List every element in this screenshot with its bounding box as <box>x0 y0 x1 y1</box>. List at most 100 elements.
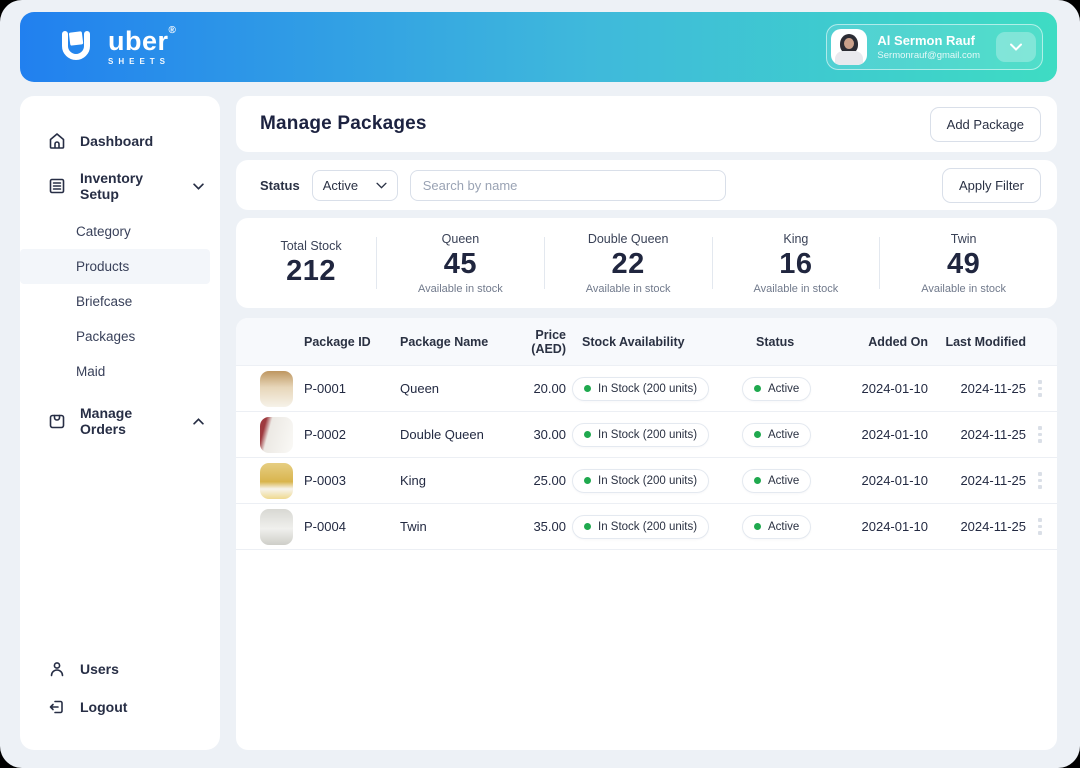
sidebar-item-category[interactable]: Category <box>76 224 131 239</box>
sidebar-item-briefcase[interactable]: Briefcase <box>76 294 133 309</box>
stat-label: Double Queen <box>587 231 669 246</box>
cell-status: Active <box>742 376 828 401</box>
chevron-down-icon <box>193 182 204 190</box>
sidebar-item-inventory-setup[interactable]: Inventory Setup <box>20 160 220 212</box>
column-header-package-id: Package ID <box>304 334 371 349</box>
status-badge: Active <box>742 468 812 493</box>
stat-twin: Twin 49 Available in stock <box>880 232 1047 295</box>
status-badge: Active <box>742 514 812 539</box>
page-title: Manage Packages <box>260 113 427 134</box>
table-row[interactable]: P-0003 King 25.00 In Stock (200 units) A… <box>236 458 1057 504</box>
stat-sublabel: Available in stock <box>921 282 1007 295</box>
stat-divider <box>376 237 378 289</box>
brand-text: uber® SHEETS <box>108 25 177 66</box>
stat-value: 22 <box>611 247 645 280</box>
sidebar-nav: Dashboard Inventory Setup Category Produ… <box>20 96 220 750</box>
cell-package-name: Queen <box>400 381 440 396</box>
stat-value: 45 <box>443 247 478 280</box>
column-header-status: Status <box>756 334 795 349</box>
row-actions-menu-button[interactable] <box>1032 466 1048 495</box>
cell-stock: In Stock (200 units) <box>572 468 742 493</box>
green-dot-icon <box>584 385 591 392</box>
green-dot-icon <box>754 431 761 438</box>
stat-king: King 16 Available in stock <box>713 232 880 295</box>
cell-last-modified: 2024-11-25 <box>960 519 1026 534</box>
package-thumbnail <box>260 416 293 453</box>
stock-badge: In Stock (200 units) <box>572 468 710 493</box>
sidebar-item-users[interactable]: Users <box>20 650 220 688</box>
stat-total-stock: Total Stock 212 <box>246 239 376 288</box>
cell-price: 20.00 <box>533 381 566 396</box>
filter-bar-card: Status Active Apply Filter <box>236 160 1057 210</box>
sidebar-item-maid[interactable]: Maid <box>76 364 106 379</box>
cell-last-modified: 2024-11-25 <box>960 381 1026 396</box>
sidebar-item-label: Inventory Setup <box>80 170 144 202</box>
stat-divider <box>711 237 713 289</box>
cell-package-name: Twin <box>400 519 427 534</box>
row-actions-menu-button[interactable] <box>1032 512 1048 541</box>
column-header-price: Price (AED) <box>531 327 566 356</box>
stat-label: Total Stock <box>280 238 342 253</box>
package-thumbnail <box>260 462 293 499</box>
green-dot-icon <box>754 385 761 392</box>
sidebar-item-packages[interactable]: Packages <box>76 329 136 344</box>
green-dot-icon <box>754 523 761 530</box>
sidebar-item-label: Manage Orders <box>80 405 133 437</box>
package-thumbnail <box>260 508 293 545</box>
green-dot-icon <box>584 523 591 530</box>
stat-label: King <box>783 231 809 246</box>
sidebar-item-logout[interactable]: Logout <box>20 688 220 726</box>
cell-status: Active <box>742 514 828 539</box>
row-actions-menu-button[interactable] <box>1032 420 1048 449</box>
profile-name: Al Sermon Rauf <box>877 33 975 48</box>
sidebar-item-manage-orders[interactable]: Manage Orders <box>20 395 220 447</box>
green-dot-icon <box>584 477 591 484</box>
cell-added-on: 2024-01-10 <box>861 519 929 534</box>
cell-last-modified: 2024-11-25 <box>960 473 1026 488</box>
user-avatar <box>831 29 868 65</box>
user-icon <box>50 662 64 677</box>
apply-filter-button[interactable]: Apply Filter <box>941 167 1041 203</box>
stat-value: 49 <box>946 247 981 280</box>
sidebar-item-label: Dashboard <box>80 133 154 149</box>
sidebar-item-products[interactable]: Products <box>20 249 210 284</box>
table-row[interactable]: P-0002 Double Queen 30.00 In Stock (200 … <box>236 412 1057 458</box>
user-profile-chip[interactable]: Al Sermon Rauf Sermonrauf@gmail.com <box>826 24 1043 70</box>
page-header-card: Manage Packages Add Package <box>236 96 1057 152</box>
profile-dropdown-button[interactable] <box>996 32 1036 62</box>
cell-stock: In Stock (200 units) <box>572 376 742 401</box>
profile-meta: Al Sermon Rauf Sermonrauf@gmail.com <box>877 33 980 61</box>
brand-name: uber® <box>108 25 177 56</box>
sidebar-item-dashboard[interactable]: Dashboard <box>20 122 220 160</box>
table-row[interactable]: P-0004 Twin 35.00 In Stock (200 units) A… <box>236 504 1057 550</box>
table-row[interactable]: P-0001 Queen 20.00 In Stock (200 units) … <box>236 366 1057 412</box>
stat-sublabel: Available in stock <box>585 282 671 295</box>
search-input[interactable] <box>409 169 726 201</box>
add-package-button[interactable]: Add Package <box>929 106 1041 142</box>
home-icon <box>49 133 65 149</box>
chevron-down-icon <box>376 182 387 189</box>
stat-value: 16 <box>779 247 813 280</box>
brand-subtitle: SHEETS <box>108 57 171 66</box>
status-badge: Active <box>742 422 812 447</box>
cell-package-id: P-0004 <box>304 519 346 534</box>
cell-stock: In Stock (200 units) <box>572 514 742 539</box>
chevron-down-icon <box>1010 43 1022 51</box>
stat-label: Queen <box>441 231 480 246</box>
inventory-sub-menu: Category Products Briefcase Packages Mai… <box>20 214 220 389</box>
green-dot-icon <box>754 477 761 484</box>
sidebar-spacer <box>20 447 220 650</box>
status-filter-label: Status <box>260 177 300 193</box>
stock-badge: In Stock (200 units) <box>572 422 710 447</box>
cell-package-id: P-0003 <box>304 473 346 488</box>
status-select[interactable]: Active <box>311 169 398 201</box>
list-document-icon <box>49 178 65 194</box>
cell-price: 35.00 <box>533 519 566 534</box>
stock-badge: In Stock (200 units) <box>572 376 710 401</box>
row-actions-menu-button[interactable] <box>1032 374 1048 403</box>
cell-last-modified: 2024-11-25 <box>960 427 1026 442</box>
cell-stock: In Stock (200 units) <box>572 422 742 447</box>
column-header-package-name: Package Name <box>400 334 489 349</box>
orders-bag-icon <box>49 414 65 429</box>
cell-added-on: 2024-01-10 <box>861 473 929 488</box>
